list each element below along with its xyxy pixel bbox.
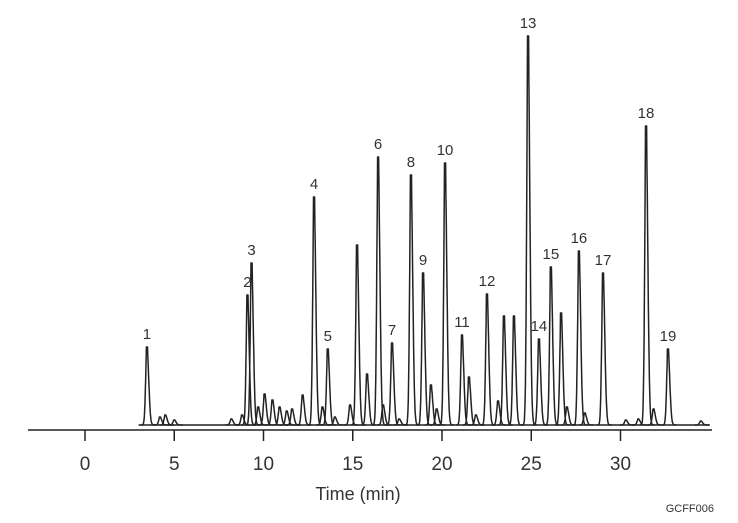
peak-label-6: 6 <box>374 136 382 153</box>
x-axis-ticks: 0 5 10 15 20 25 30 <box>80 430 631 475</box>
peak-label-1: 1 <box>143 326 151 343</box>
minor-peak <box>343 404 360 426</box>
peak-label-16: 16 <box>571 230 588 247</box>
minor-peak <box>554 312 571 426</box>
peak-label-14: 14 <box>531 318 548 335</box>
minor-peak <box>280 410 296 426</box>
peak-label-5: 5 <box>324 328 332 345</box>
peak-label-10: 10 <box>437 142 454 159</box>
minor-peak <box>646 408 663 426</box>
minor-peak <box>462 376 479 426</box>
minor-peak <box>224 418 241 426</box>
peak-label-13: 13 <box>520 15 537 32</box>
peak-label-17: 17 <box>595 252 612 269</box>
peak-label-2: 2 <box>243 274 251 291</box>
minor-peak <box>257 393 274 426</box>
peak-label-9: 9 <box>419 252 427 269</box>
peak-2 <box>240 294 257 426</box>
peak-19 <box>661 348 678 426</box>
peak-16 <box>572 250 589 426</box>
peak-12 <box>480 293 497 426</box>
x-tick-label: 0 <box>80 454 91 475</box>
peak-10 <box>438 162 455 426</box>
minor-peak <box>631 418 648 426</box>
peak-11 <box>455 334 472 426</box>
x-tick-label: 15 <box>342 454 363 475</box>
peak-label-11: 11 <box>454 314 470 331</box>
peak-3 <box>244 262 261 426</box>
minor-peak <box>265 399 282 426</box>
minor-peak <box>235 414 252 426</box>
peak-15 <box>544 266 561 426</box>
peak-label-19: 19 <box>660 328 677 345</box>
peak-18 <box>639 125 656 426</box>
peak-label-3: 3 <box>247 242 255 259</box>
peak-9 <box>416 272 433 426</box>
minor-peak <box>560 406 577 426</box>
minor-peak <box>694 420 710 426</box>
x-tick-label: 5 <box>169 454 180 475</box>
minor-peak <box>360 373 377 426</box>
x-tick-label: 30 <box>610 454 631 475</box>
chromatogram-trace <box>138 35 710 426</box>
peak-4 <box>307 196 324 426</box>
peak-label-8: 8 <box>407 154 415 171</box>
minor-peak <box>392 418 409 426</box>
minor-peak <box>507 315 524 426</box>
x-tick-label: 25 <box>521 454 542 475</box>
peak-label-4: 4 <box>310 176 318 193</box>
peak-label-18: 18 <box>638 105 655 122</box>
peak-17 <box>596 272 613 426</box>
x-tick-label: 20 <box>431 454 452 475</box>
peak-8 <box>404 174 421 426</box>
peak-6 <box>371 156 388 426</box>
peak-1 <box>140 346 157 426</box>
x-tick-label: 10 <box>253 454 274 475</box>
peak-5 <box>321 348 337 426</box>
minor-peak <box>430 408 446 426</box>
minor-peak <box>251 406 268 426</box>
peak-label-12: 12 <box>479 273 496 290</box>
minor-peak <box>295 394 312 426</box>
minor-peak <box>578 412 594 426</box>
peak-13 <box>521 35 538 426</box>
minor-peak <box>376 404 393 426</box>
x-axis-title: Time (min) <box>315 484 400 504</box>
peak-label-7: 7 <box>388 322 396 339</box>
minor-peak <box>167 419 184 426</box>
minor-peak <box>350 244 367 426</box>
minor-peak <box>328 416 345 426</box>
peak-7 <box>385 342 402 426</box>
minor-peak <box>424 384 441 426</box>
minor-peak <box>491 400 508 426</box>
figure-code: GCFF006 <box>666 503 714 515</box>
peak-label-15: 15 <box>543 246 560 263</box>
peak-14 <box>532 338 549 426</box>
minor-peak <box>153 416 170 426</box>
